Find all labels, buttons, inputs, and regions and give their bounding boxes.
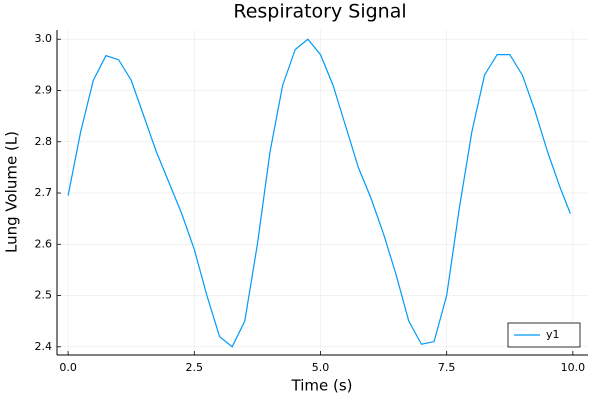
y-axis-label: Lung Volume (L) xyxy=(3,131,21,253)
x-tick-label: 10.0 xyxy=(561,361,586,374)
y-tick-label: 2.6 xyxy=(35,237,53,250)
x-tick-label: 2.5 xyxy=(186,361,204,374)
y-tick-label: 2.5 xyxy=(35,289,53,302)
x-tick-label: 7.5 xyxy=(438,361,456,374)
y-tick-label: 2.8 xyxy=(35,135,53,148)
y-tick-label: 2.4 xyxy=(35,340,53,353)
y-tick-label: 3.0 xyxy=(35,32,53,45)
x-axis-label: Time (s) xyxy=(291,377,353,395)
chart-title: Respiratory Signal xyxy=(233,1,406,23)
legend-label: y1 xyxy=(546,328,560,341)
x-tick-label: 0.0 xyxy=(59,361,77,374)
y-tick-label: 2.9 xyxy=(35,83,53,96)
line xyxy=(67,38,571,348)
x-tick-label: 5.0 xyxy=(312,361,330,374)
y-tick-label: 2.7 xyxy=(35,186,53,199)
